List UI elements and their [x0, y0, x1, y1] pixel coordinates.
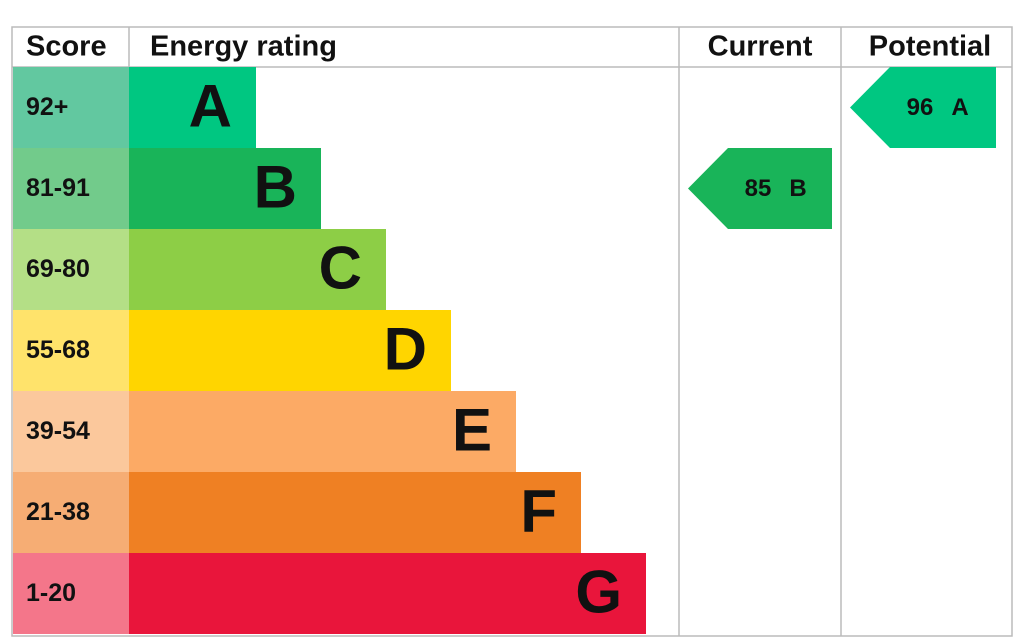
score-label: 39-54 [26, 417, 90, 445]
score-label: 92+ [26, 93, 68, 121]
rating-bar [129, 553, 646, 634]
rating-bar [129, 472, 581, 553]
rating-letter: G [575, 558, 622, 625]
score-cell [13, 472, 129, 553]
score-cell [13, 553, 129, 634]
rating-bar [129, 229, 386, 310]
score-cell [13, 67, 129, 148]
score-cell [13, 229, 129, 310]
score-cell [13, 148, 129, 229]
current-rating: B [789, 175, 806, 202]
score-label: 81-91 [26, 174, 90, 202]
potential-score: 96 [907, 94, 934, 121]
header-score: Score [26, 31, 107, 63]
frame [11, 26, 1013, 637]
grid [11, 26, 1013, 637]
rating-bar [129, 310, 451, 391]
score-cell [13, 391, 129, 472]
rating-bar [129, 67, 256, 148]
rating-letter: B [254, 153, 297, 220]
header-energy-rating: Energy rating [150, 31, 337, 63]
current-score: 85 [745, 175, 772, 202]
rating-bar [129, 148, 321, 229]
score-label: 69-80 [26, 255, 90, 283]
score-label: 21-38 [26, 498, 90, 526]
rating-letter: D [384, 315, 427, 382]
score-label: 55-68 [26, 336, 90, 364]
rating-letter: C [319, 234, 362, 301]
current-arrow [688, 148, 832, 229]
score-label: 1-20 [26, 579, 76, 607]
rating-bar [129, 391, 516, 472]
rating-letter: E [452, 396, 492, 463]
potential-rating: A [951, 94, 968, 121]
header-current: Current [708, 31, 813, 63]
potential-arrow [850, 67, 996, 148]
score-cell [13, 310, 129, 391]
header-potential: Potential [869, 31, 991, 63]
rating-letter: A [189, 72, 232, 139]
rating-letter: F [520, 477, 557, 544]
